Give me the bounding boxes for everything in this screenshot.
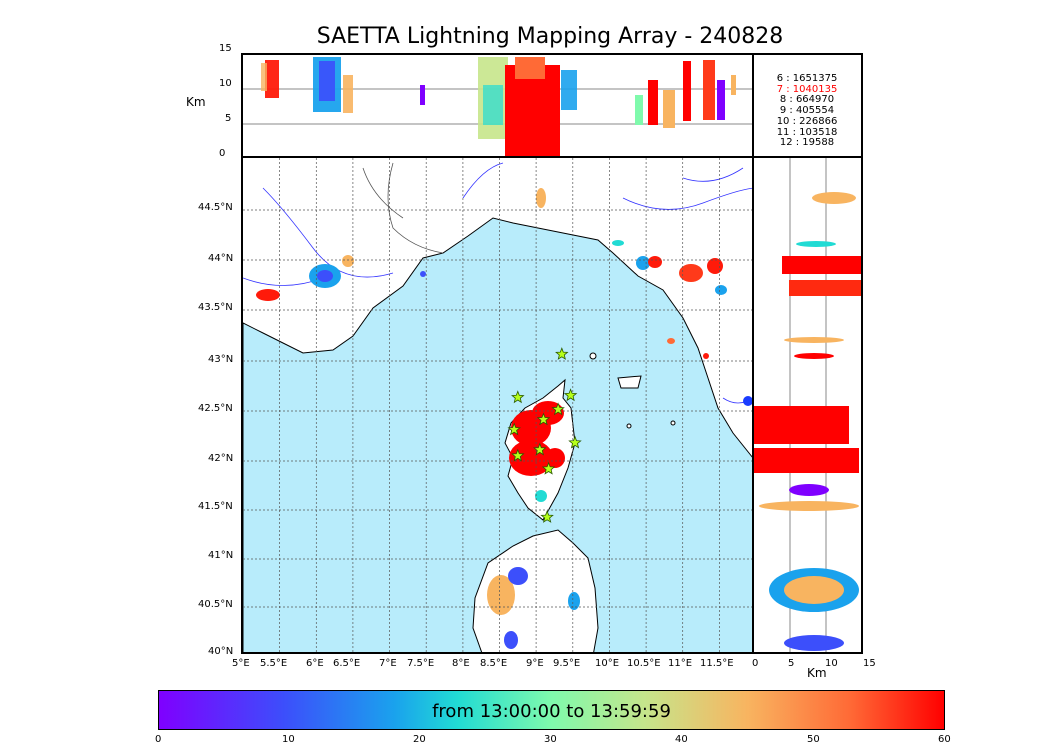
lat-tick: 44°N <box>208 253 234 264</box>
altitude-panel-plot <box>243 57 752 156</box>
lon-tick: 10.5°E <box>627 658 661 669</box>
side-panel-plot <box>754 158 861 652</box>
source-count-legend: 6 : 1651375 7 : 1040135 8 : 664970 9 : 4… <box>757 73 857 149</box>
lon-tick: 8°E <box>452 658 470 669</box>
lat-tick: 42.5°N <box>198 403 233 414</box>
side-tick: 5 <box>788 658 795 669</box>
alt-tick: 5 <box>225 113 232 124</box>
side-tick: 0 <box>752 658 759 669</box>
star-icon <box>536 412 551 426</box>
star-icon <box>568 435 582 449</box>
lon-tick: 11°E <box>668 658 693 669</box>
altitude-source-clusters <box>261 57 736 156</box>
lightning-clusters <box>256 188 752 649</box>
star-icon <box>511 390 525 404</box>
lon-tick: 7.5°E <box>407 658 435 669</box>
time-colorbar: from 13:00:00 to 13:59:59 <box>158 690 945 730</box>
star-icon <box>555 347 569 360</box>
lat-tick: 41°N <box>208 550 234 561</box>
map-plot <box>243 158 752 652</box>
legend-row: 10 : 226866 <box>776 115 838 127</box>
star-icon <box>533 442 547 456</box>
legend-row: 7 : 1040135 <box>776 83 838 95</box>
lon-tick: 6.5°E <box>333 658 361 669</box>
lat-tick: 44.5°N <box>198 202 233 213</box>
figure-title: SAETTA Lightning Mapping Array - 240828 <box>316 24 784 49</box>
lon-tick: 9°E <box>526 658 544 669</box>
lat-tick: 42°N <box>208 453 234 464</box>
lat-tick: 40°N <box>208 646 234 657</box>
lon-tick: 6°E <box>306 658 324 669</box>
lon-tick: 9.5°E <box>553 658 581 669</box>
alt-tick: 15 <box>219 43 232 54</box>
colorbar-tick: 40 <box>675 734 688 745</box>
lat-tick: 43.5°N <box>198 302 233 313</box>
lon-tick: 7°E <box>379 658 397 669</box>
legend-box <box>752 53 863 158</box>
colorbar-tick: 10 <box>282 734 295 745</box>
alt-tick: 0 <box>219 148 226 159</box>
map-grid <box>243 158 752 652</box>
lightning-map <box>241 156 754 654</box>
side-xlabel: Km <box>807 666 827 680</box>
alt-ylabel: Km <box>186 95 206 109</box>
side-tick: 15 <box>863 658 876 669</box>
legend-row: 9 : 405554 <box>779 105 835 117</box>
colorbar-tick: 0 <box>155 734 162 745</box>
lat-tick: 41.5°N <box>198 501 233 512</box>
lon-tick: 5°E <box>232 658 250 669</box>
legend-row: 12 : 19588 <box>779 137 835 149</box>
star-icon <box>507 422 521 436</box>
legend-row: 6 : 1651375 <box>776 73 838 84</box>
star-icon <box>540 510 554 523</box>
star-icon <box>563 388 578 402</box>
colorbar-tick: 20 <box>413 734 426 745</box>
lon-tick: 8.5°E <box>480 658 508 669</box>
lon-tick: 11.5°E <box>700 658 734 669</box>
colorbar-tick: 60 <box>938 734 951 745</box>
star-icon <box>541 461 556 475</box>
colorbar-tick: 30 <box>544 734 557 745</box>
colorbar-label: from 13:00:00 to 13:59:59 <box>432 701 671 722</box>
elba-island <box>617 375 642 389</box>
lat-tick: 43°N <box>208 354 234 365</box>
lat-tick: 40.5°N <box>198 599 233 610</box>
sea-area <box>243 217 752 652</box>
star-icon <box>551 402 565 416</box>
legend-row: 8 : 664970 <box>779 94 835 106</box>
altitude-latitude-panel <box>752 156 863 654</box>
lon-tick: 10°E <box>595 658 620 669</box>
side-source-clusters <box>754 192 861 651</box>
alt-tick: 10 <box>219 78 232 89</box>
side-tick: 10 <box>825 658 838 669</box>
lma-stations <box>507 347 582 523</box>
star-icon <box>511 448 525 462</box>
lon-tick: 5.5°E <box>260 658 288 669</box>
altitude-time-panel <box>241 53 754 158</box>
colorbar-tick: 50 <box>807 734 820 745</box>
legend-row: 11 : 103518 <box>776 126 838 138</box>
